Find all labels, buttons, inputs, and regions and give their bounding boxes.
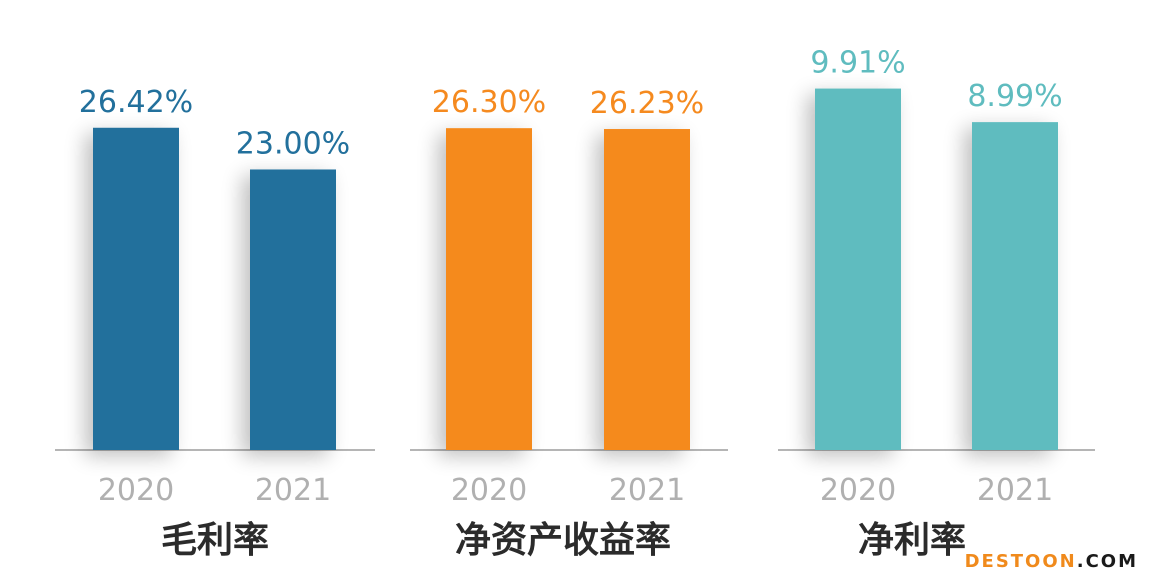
x-tick-label: 2021	[255, 473, 331, 508]
bar-2021	[972, 122, 1058, 451]
bar-2021	[604, 129, 690, 450]
bar-2021	[250, 169, 336, 450]
watermark-main: DESTOON	[964, 551, 1077, 572]
chart-panel-2: 26.30% 2020 26.23% 2021 净资产收益率	[410, 85, 728, 561]
x-tick-label: 2021	[609, 473, 685, 508]
watermark-suffix: .COM	[1076, 551, 1138, 572]
data-label: 26.30%	[432, 85, 546, 120]
bar-2020	[93, 127, 179, 450]
chart-title: 毛利率	[161, 520, 269, 561]
chart-title: 净利率	[858, 520, 966, 561]
data-label: 23.00%	[236, 126, 350, 161]
watermark-logo: DESTOON.COM	[965, 551, 1138, 572]
x-tick-label: 2020	[820, 473, 896, 508]
bar-2020	[446, 128, 532, 450]
data-label: 9.91%	[810, 46, 905, 81]
chart-title: 净资产收益率	[455, 520, 671, 561]
data-label: 8.99%	[967, 79, 1062, 114]
chart-panel-3: 9.91% 2020 8.99% 2021 净利率	[778, 46, 1095, 561]
bar-2020	[815, 88, 901, 450]
data-label: 26.42%	[79, 85, 193, 120]
x-tick-label: 2021	[977, 473, 1053, 508]
x-tick-label: 2020	[98, 473, 174, 508]
x-tick-label: 2020	[451, 473, 527, 508]
chart-panel-1: 26.42% 2020 23.00% 2021 毛利率	[55, 85, 375, 561]
data-label: 26.23%	[590, 86, 704, 121]
